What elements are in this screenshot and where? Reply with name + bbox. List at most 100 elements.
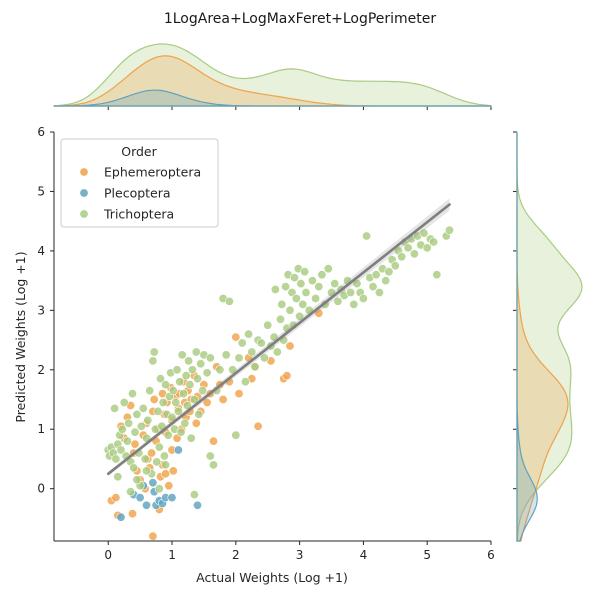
- chart-title: 1LogArea+LogMaxFeret+LogPerimeter: [164, 11, 437, 27]
- point-trichoptera: [250, 362, 260, 372]
- point-plecoptera: [142, 500, 152, 510]
- point-trichoptera: [374, 287, 384, 297]
- point-trichoptera: [129, 463, 139, 473]
- point-trichoptera: [237, 338, 247, 348]
- point-trichoptera: [128, 389, 138, 399]
- point-trichoptera: [119, 397, 129, 407]
- point-trichoptera: [323, 264, 333, 274]
- point-trichoptera: [177, 350, 187, 360]
- point-trichoptera: [295, 311, 305, 321]
- point-trichoptera: [126, 487, 136, 497]
- regression-line: [106, 203, 451, 476]
- point-trichoptera: [154, 442, 164, 452]
- point-plecoptera: [116, 512, 126, 522]
- y-tick-label: 4: [37, 244, 45, 258]
- point-trichoptera: [300, 267, 310, 277]
- point-trichoptera: [142, 466, 152, 476]
- point-trichoptera: [153, 406, 163, 416]
- point-trichoptera: [224, 296, 234, 306]
- point-trichoptera: [152, 457, 162, 467]
- point-trichoptera: [191, 347, 201, 357]
- axes: 0 1 2 3 4 5 6 0 1 2 3 4 5 6: [37, 125, 494, 562]
- point-trichoptera: [270, 284, 280, 294]
- point-ephemeroptera: [285, 341, 295, 351]
- point-trichoptera: [346, 287, 356, 297]
- point-trichoptera: [281, 282, 291, 292]
- point-trichoptera: [272, 347, 282, 357]
- point-trichoptera: [215, 365, 225, 375]
- y-tick-label: 1: [37, 422, 45, 436]
- point-trichoptera: [384, 267, 394, 277]
- point-trichoptera: [358, 293, 368, 303]
- point-trichoptera: [422, 243, 432, 253]
- point-trichoptera: [289, 273, 299, 283]
- point-ephemeroptera: [161, 469, 171, 479]
- x-tick-label: 5: [423, 548, 431, 562]
- point-trichoptera: [149, 347, 159, 357]
- point-trichoptera: [368, 282, 378, 292]
- point-trichoptera: [198, 386, 208, 396]
- point-trichoptera: [111, 454, 121, 464]
- point-plecoptera: [148, 478, 158, 488]
- top-marginal-kde: [53, 43, 492, 110]
- point-trichoptera: [138, 403, 148, 413]
- point-trichoptera: [371, 270, 381, 280]
- point-trichoptera: [156, 374, 166, 384]
- legend-marker-plecoptera: [79, 188, 89, 198]
- point-trichoptera: [189, 394, 199, 404]
- legend-marker-ephemeroptera: [79, 167, 89, 177]
- point-trichoptera: [186, 433, 196, 443]
- point-trichoptera: [181, 371, 191, 381]
- point-trichoptera: [185, 380, 195, 390]
- point-trichoptera: [196, 359, 206, 369]
- point-trichoptera: [161, 460, 171, 470]
- x-tick-label: 2: [232, 548, 240, 562]
- point-trichoptera: [124, 418, 134, 428]
- point-trichoptera: [275, 314, 285, 324]
- point-trichoptera: [202, 368, 212, 378]
- point-trichoptera: [403, 243, 413, 253]
- point-trichoptera: [429, 237, 439, 247]
- point-ephemeroptera: [128, 509, 138, 519]
- point-trichoptera: [167, 412, 177, 422]
- point-trichoptera: [444, 225, 454, 235]
- point-trichoptera: [291, 293, 301, 303]
- point-trichoptera: [161, 380, 171, 390]
- point-trichoptera: [132, 409, 142, 419]
- point-trichoptera: [259, 353, 269, 363]
- x-tick-label: 0: [104, 548, 112, 562]
- point-trichoptera: [314, 282, 324, 292]
- point-trichoptera: [362, 231, 372, 241]
- point-trichoptera: [145, 386, 155, 396]
- y-tick-label: 6: [37, 125, 45, 139]
- point-ephemeroptera: [130, 439, 140, 449]
- point-trichoptera: [333, 296, 343, 306]
- point-plecoptera: [173, 445, 183, 455]
- point-trichoptera: [159, 451, 169, 461]
- point-trichoptera: [187, 365, 197, 375]
- point-ephemeroptera: [191, 418, 201, 428]
- point-trichoptera: [349, 299, 359, 309]
- point-trichoptera: [296, 279, 306, 289]
- point-trichoptera: [231, 430, 241, 440]
- legend: Order Ephemeroptera Plecoptera Trichoptera: [60, 138, 219, 228]
- point-trichoptera: [171, 397, 181, 407]
- point-ephemeroptera: [149, 394, 159, 404]
- point-ephemeroptera: [147, 448, 157, 458]
- legend-label-plecoptera: Plecoptera: [104, 186, 171, 201]
- legend-marker-trichoptera: [79, 209, 89, 219]
- point-trichoptera: [194, 409, 204, 419]
- legend-label-trichoptera: Trichoptera: [103, 207, 174, 222]
- point-trichoptera: [175, 377, 185, 387]
- point-trichoptera: [176, 427, 186, 437]
- point-ephemeroptera: [253, 421, 263, 431]
- point-trichoptera: [209, 460, 219, 470]
- point-trichoptera: [205, 353, 215, 363]
- point-ephemeroptera: [111, 493, 121, 503]
- point-trichoptera: [140, 454, 150, 464]
- point-ephemeroptera: [218, 394, 228, 404]
- regression-line-layer: [106, 198, 451, 476]
- point-trichoptera: [244, 329, 254, 339]
